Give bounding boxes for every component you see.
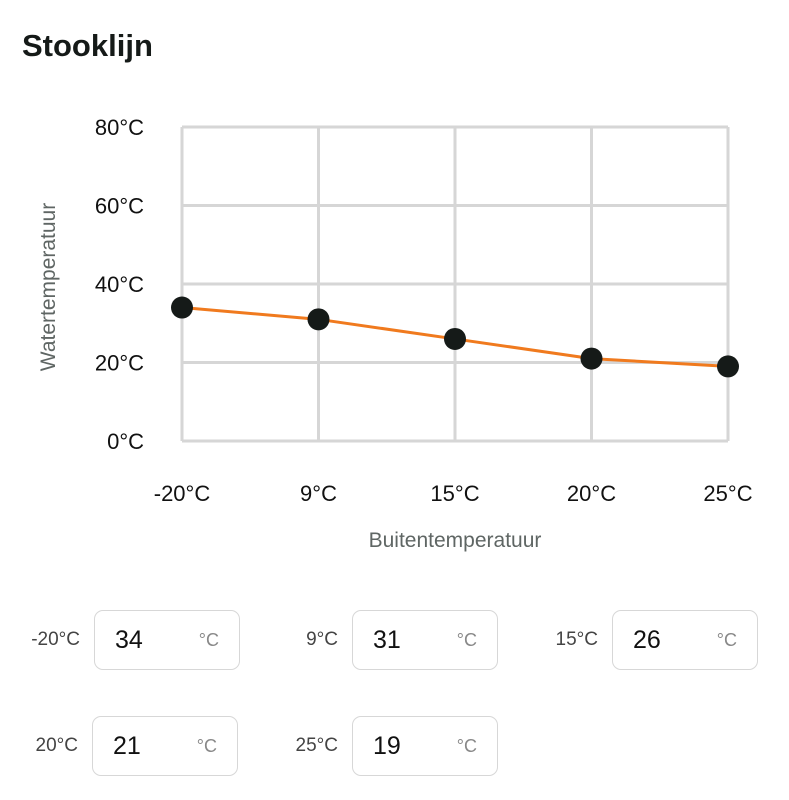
x-tick-labels: -20°C 9°C 15°C 20°C 25°C — [154, 481, 753, 506]
chart-grid — [180, 125, 730, 443]
heating-curve-chart: 0°C 20°C 40°C 60°C 80°C -20°C 9°C 15°C 20°C 25°C… — [37, 115, 753, 552]
x-tick-label: -20°C — [154, 481, 211, 506]
input-value: 19 — [373, 731, 401, 760]
data-point[interactable] — [580, 347, 603, 370]
input-label: 25°C — [295, 735, 338, 756]
temperature-input[interactable]: 26 °C — [612, 610, 758, 670]
data-point[interactable] — [717, 355, 739, 378]
temperature-input[interactable]: 34 °C — [94, 610, 240, 670]
input-value: 34 — [115, 625, 143, 654]
input-value: 26 — [633, 625, 661, 654]
input-label: 15°C — [555, 629, 598, 650]
y-axis-label: Watertemperatuur — [37, 203, 60, 371]
input-group-0: -20°C 34 °C — [18, 610, 240, 670]
x-tick-label: 15°C — [430, 481, 479, 506]
y-tick-label: 60°C — [95, 194, 144, 219]
unit-label: °C — [196, 735, 217, 756]
unit-label: °C — [198, 629, 219, 650]
unit-label: °C — [456, 735, 477, 756]
data-points — [171, 296, 739, 378]
temperature-input[interactable]: 21 °C — [92, 716, 238, 776]
data-point[interactable] — [171, 296, 193, 319]
y-tick-label: 0°C — [107, 429, 144, 454]
x-axis-label: Buitentemperatuur — [369, 529, 542, 552]
input-label: 20°C — [35, 735, 78, 756]
temperature-input[interactable]: 31 °C — [352, 610, 498, 670]
input-value: 31 — [373, 625, 401, 654]
input-group-2: 15°C 26 °C — [536, 610, 758, 670]
y-tick-label: 80°C — [95, 115, 144, 140]
unit-label: °C — [456, 629, 477, 650]
input-group-1: 9°C 31 °C — [276, 610, 498, 670]
data-point[interactable] — [444, 327, 466, 350]
y-tick-label: 20°C — [95, 351, 144, 376]
unit-label: °C — [716, 629, 737, 650]
page-title: Stooklijn — [22, 28, 153, 63]
data-point[interactable] — [307, 308, 330, 331]
temperature-input[interactable]: 19 °C — [352, 716, 498, 776]
input-group-4: 25°C 19 °C — [276, 716, 498, 776]
input-value: 21 — [113, 731, 141, 760]
y-tick-label: 40°C — [95, 272, 144, 297]
x-tick-label: 9°C — [300, 481, 337, 506]
input-group-3: 20°C 21 °C — [16, 716, 238, 776]
y-tick-labels: 0°C 20°C 40°C 60°C 80°C — [95, 115, 144, 454]
input-label: -20°C — [31, 629, 80, 650]
x-tick-label: 25°C — [703, 481, 752, 506]
input-label: 9°C — [306, 629, 338, 650]
x-tick-label: 20°C — [567, 481, 616, 506]
